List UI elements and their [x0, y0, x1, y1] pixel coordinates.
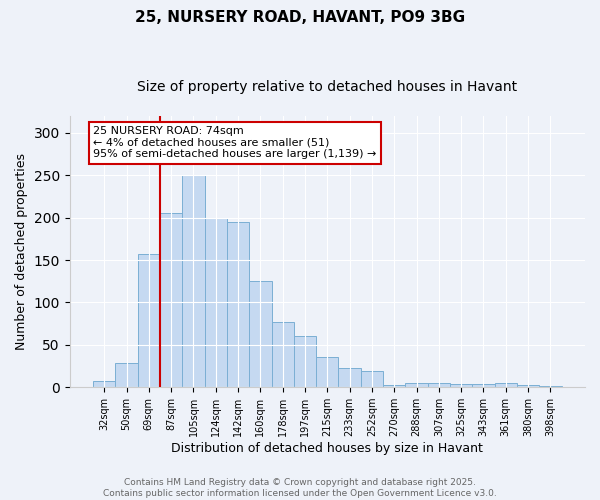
X-axis label: Distribution of detached houses by size in Havant: Distribution of detached houses by size … — [172, 442, 483, 455]
Bar — [227, 222, 249, 387]
Bar — [361, 371, 383, 387]
Bar — [517, 384, 539, 387]
Bar — [494, 383, 517, 387]
Text: Contains HM Land Registry data © Crown copyright and database right 2025.
Contai: Contains HM Land Registry data © Crown c… — [103, 478, 497, 498]
Bar — [472, 384, 494, 387]
Bar — [338, 368, 361, 387]
Bar — [205, 218, 227, 387]
Bar — [160, 214, 182, 387]
Bar — [539, 386, 562, 387]
Bar — [137, 254, 160, 387]
Bar — [406, 383, 428, 387]
Bar — [182, 176, 205, 387]
Text: 25 NURSERY ROAD: 74sqm
← 4% of detached houses are smaller (51)
95% of semi-deta: 25 NURSERY ROAD: 74sqm ← 4% of detached … — [93, 126, 376, 160]
Bar — [115, 364, 137, 387]
Bar — [93, 382, 115, 387]
Y-axis label: Number of detached properties: Number of detached properties — [15, 153, 28, 350]
Text: 25, NURSERY ROAD, HAVANT, PO9 3BG: 25, NURSERY ROAD, HAVANT, PO9 3BG — [135, 10, 465, 25]
Bar — [383, 384, 406, 387]
Title: Size of property relative to detached houses in Havant: Size of property relative to detached ho… — [137, 80, 517, 94]
Bar — [428, 383, 450, 387]
Bar — [316, 356, 338, 387]
Bar — [450, 384, 472, 387]
Bar — [272, 322, 294, 387]
Bar — [249, 282, 272, 387]
Bar — [294, 336, 316, 387]
